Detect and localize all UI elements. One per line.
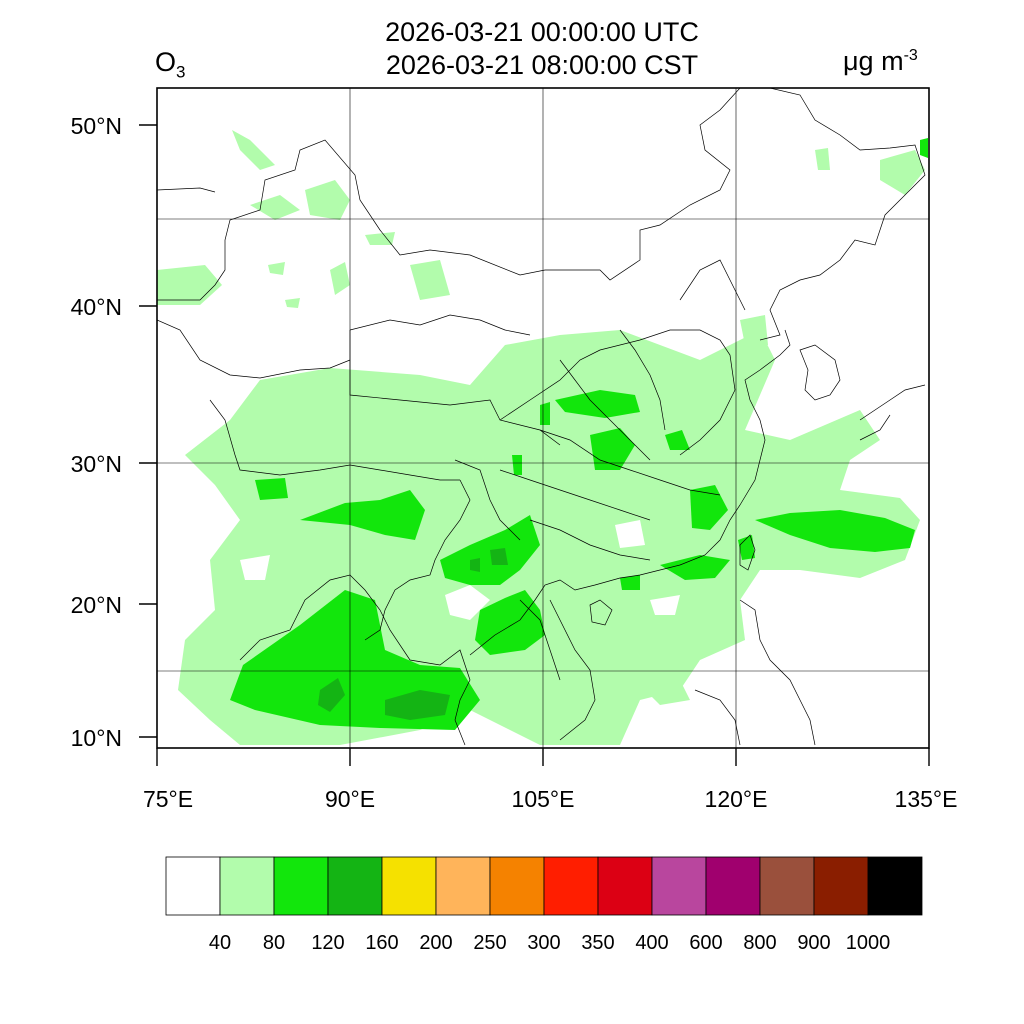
legend-label: 800: [743, 932, 777, 954]
o3-band-120-160: [318, 548, 508, 720]
title-utc: 2026-03-21 00:00:00 UTC: [385, 17, 699, 47]
legend-label: 900: [797, 932, 831, 954]
legend-swatch: [813, 856, 869, 916]
unit-superscript: -3: [903, 47, 918, 64]
variable-symbol: O: [155, 47, 177, 77]
legend-label: 350: [581, 932, 615, 954]
legend-swatch: [543, 856, 599, 916]
lon-label-90: 90°E: [324, 786, 376, 812]
lat-label-20: 20°N: [70, 592, 122, 618]
boundaries: [157, 88, 926, 746]
legend-label: 120: [311, 932, 345, 954]
legend-swatch: [705, 856, 761, 916]
legend-swatch: [597, 856, 653, 916]
lat-label-50: 50°N: [70, 113, 122, 139]
unit-label: μg m-3: [843, 46, 918, 77]
lat-label-40: 40°N: [70, 294, 122, 320]
lat-label-30: 30°N: [70, 451, 122, 477]
legend-swatch: [651, 856, 707, 916]
title-cst: 2026-03-21 08:00:00 CST: [385, 50, 699, 80]
legend-label: 160: [365, 932, 399, 954]
legend-label: 400: [635, 932, 669, 954]
tick-marks: [139, 124, 930, 766]
legend-label: 1000: [845, 932, 891, 954]
concentration-fill: [157, 130, 928, 745]
legend-label: 40: [208, 932, 232, 954]
o3-below-40-patches: [240, 520, 680, 620]
graticule: [157, 88, 929, 748]
lon-label-135: 135°E: [894, 786, 958, 812]
legend-swatch: [435, 856, 491, 916]
legend-swatch: [219, 856, 275, 916]
legend-label: 600: [689, 932, 723, 954]
lon-label-105: 105°E: [511, 786, 575, 812]
unit-text: μg m: [843, 46, 904, 76]
legend-swatch: [867, 856, 923, 916]
lon-label-120: 120°E: [704, 786, 768, 812]
legend-label: 300: [527, 932, 561, 954]
variable-label: O3: [155, 47, 185, 82]
legend-label: 250: [473, 932, 507, 954]
legend-label: 80: [262, 932, 286, 954]
lon-label-75: 75°E: [142, 786, 194, 812]
lat-label-10: 10°N: [70, 725, 122, 751]
legend-swatch: [327, 856, 383, 916]
variable-subscript: 3: [176, 62, 186, 82]
legend-colorbar: [165, 856, 923, 916]
legend-swatch: [489, 856, 545, 916]
legend-swatch: [165, 856, 221, 916]
legend-label: 200: [419, 932, 453, 954]
legend-swatch: [759, 856, 815, 916]
legend-swatch: [273, 856, 329, 916]
legend-swatch: [381, 856, 437, 916]
